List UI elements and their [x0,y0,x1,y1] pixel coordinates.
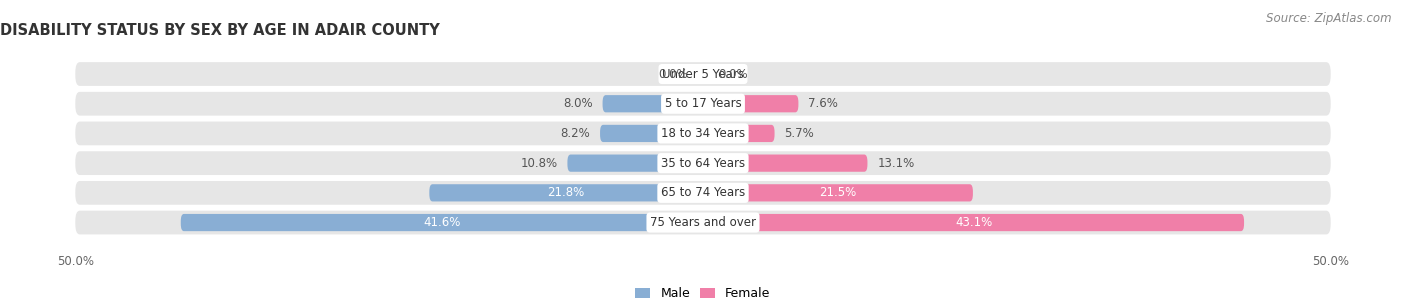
FancyBboxPatch shape [568,154,703,172]
Text: 21.5%: 21.5% [820,186,856,199]
FancyBboxPatch shape [703,184,973,202]
FancyBboxPatch shape [603,95,703,112]
Text: 21.8%: 21.8% [547,186,585,199]
Text: Source: ZipAtlas.com: Source: ZipAtlas.com [1267,12,1392,25]
FancyBboxPatch shape [181,214,703,231]
FancyBboxPatch shape [703,214,1244,231]
Text: 65 to 74 Years: 65 to 74 Years [661,186,745,199]
FancyBboxPatch shape [703,65,709,83]
FancyBboxPatch shape [76,181,1330,205]
FancyBboxPatch shape [76,62,1330,86]
Text: 18 to 34 Years: 18 to 34 Years [661,127,745,140]
FancyBboxPatch shape [703,125,775,142]
Text: 5.7%: 5.7% [785,127,814,140]
FancyBboxPatch shape [703,95,799,112]
Text: 0.0%: 0.0% [658,67,688,81]
Text: 5 to 17 Years: 5 to 17 Years [665,97,741,110]
Text: 13.1%: 13.1% [877,157,915,170]
FancyBboxPatch shape [76,151,1330,175]
Legend: Male, Female: Male, Female [630,282,776,304]
Text: 8.2%: 8.2% [560,127,591,140]
Text: 8.0%: 8.0% [562,97,592,110]
Text: 7.6%: 7.6% [808,97,838,110]
Text: 43.1%: 43.1% [955,216,993,229]
Text: 41.6%: 41.6% [423,216,461,229]
Text: 75 Years and over: 75 Years and over [650,216,756,229]
FancyBboxPatch shape [429,184,703,202]
FancyBboxPatch shape [697,65,703,83]
Text: Under 5 Years: Under 5 Years [662,67,744,81]
FancyBboxPatch shape [76,92,1330,116]
Text: 10.8%: 10.8% [520,157,557,170]
FancyBboxPatch shape [703,154,868,172]
FancyBboxPatch shape [76,211,1330,234]
Text: 35 to 64 Years: 35 to 64 Years [661,157,745,170]
Text: 0.0%: 0.0% [718,67,748,81]
FancyBboxPatch shape [600,125,703,142]
Text: DISABILITY STATUS BY SEX BY AGE IN ADAIR COUNTY: DISABILITY STATUS BY SEX BY AGE IN ADAIR… [0,23,440,38]
FancyBboxPatch shape [76,122,1330,145]
